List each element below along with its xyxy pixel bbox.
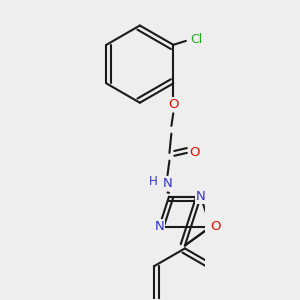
Text: O: O (168, 98, 178, 111)
Text: H: H (149, 175, 158, 188)
Text: Cl: Cl (190, 32, 202, 46)
Text: O: O (189, 146, 200, 159)
Text: N: N (196, 190, 206, 203)
Text: N: N (154, 220, 164, 233)
Text: O: O (210, 220, 220, 233)
Text: N: N (163, 177, 172, 190)
